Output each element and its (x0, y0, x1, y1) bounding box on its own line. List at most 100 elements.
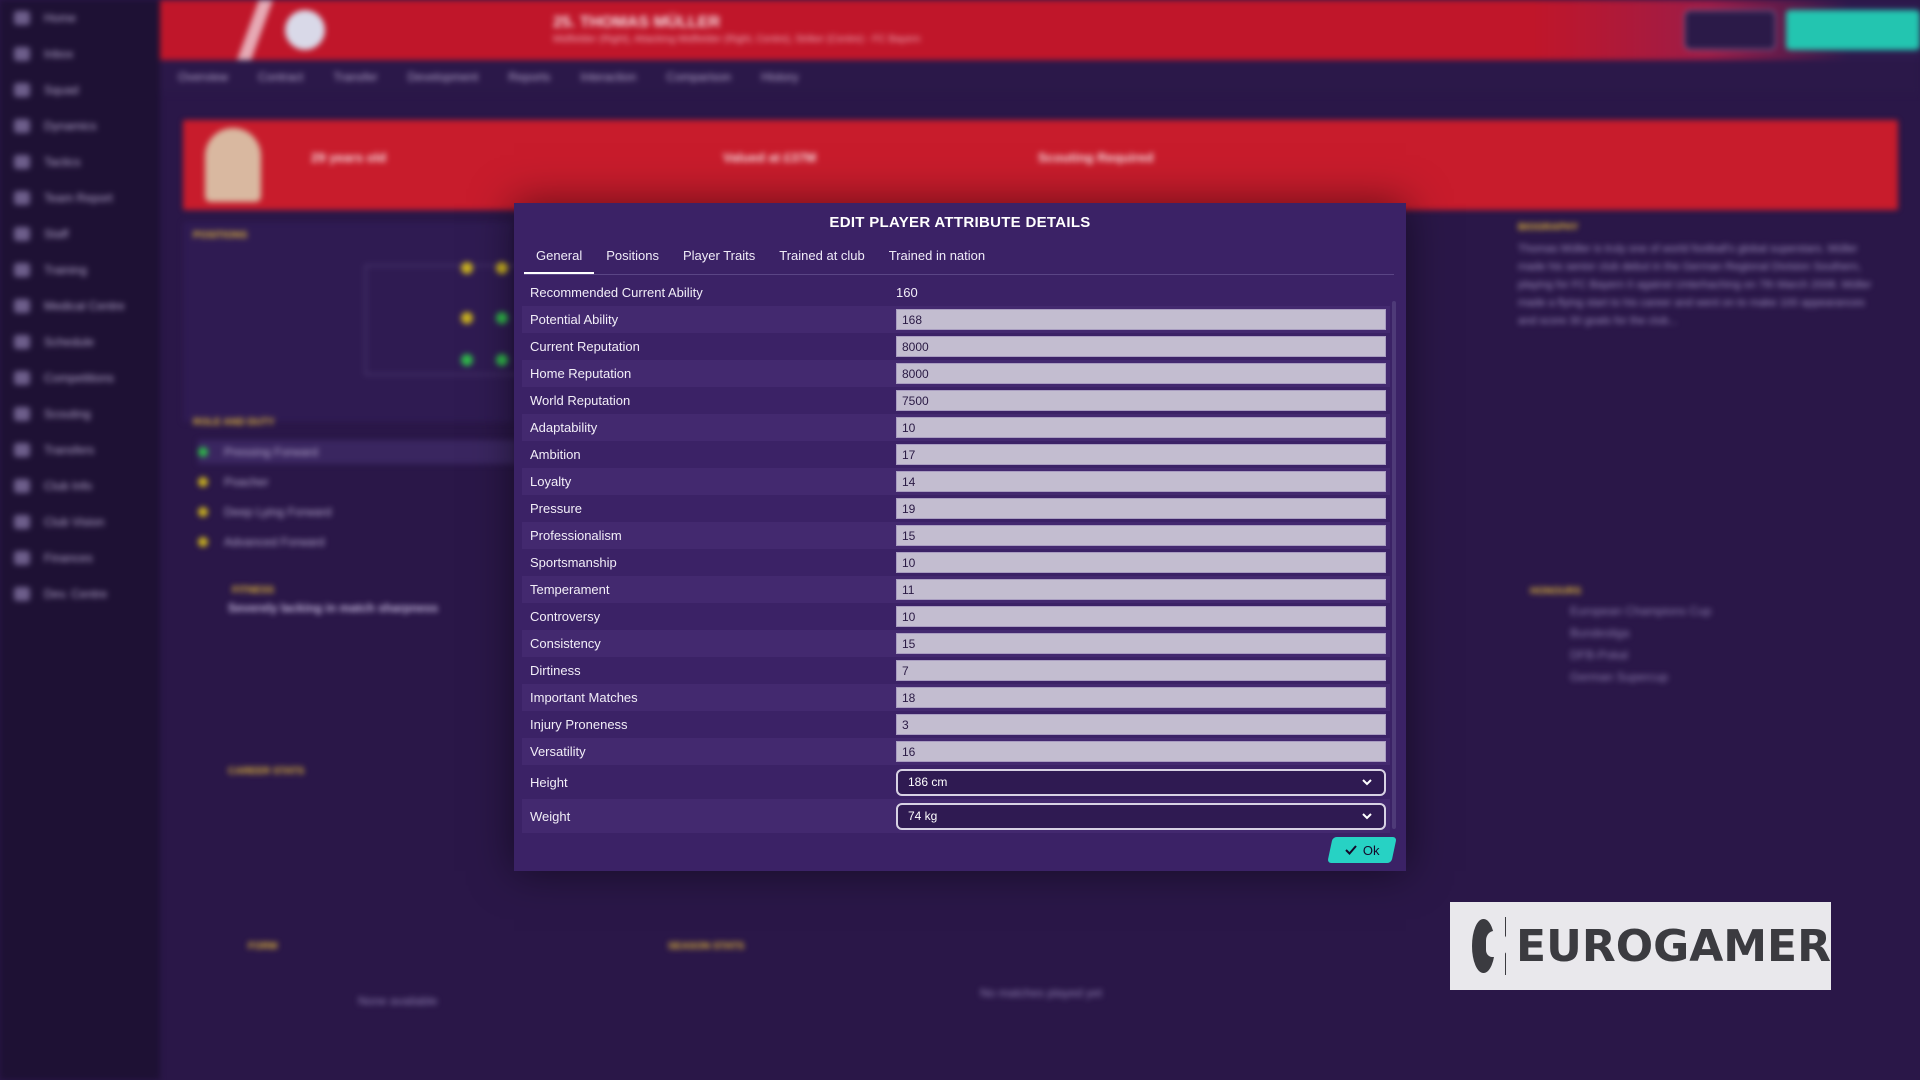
attribute-value-input[interactable] (896, 552, 1386, 573)
biography-header: BIOGRAPHY (1518, 222, 1579, 233)
sidebar-item[interactable]: Transfers (0, 432, 160, 468)
attribute-value-input[interactable] (896, 633, 1386, 654)
sidebar-item[interactable]: Dynamics (0, 108, 160, 144)
role-row[interactable]: Pressing Forward (198, 440, 516, 464)
sidebar-icon (14, 11, 30, 25)
weight-selected-value: 74 kg (908, 809, 938, 823)
tab-player-traits[interactable]: Player Traits (683, 248, 756, 263)
top-bar: 25. THOMAS MÜLLER Midfielder (Right), At… (160, 0, 1920, 60)
sidebar-item[interactable]: Finances (0, 540, 160, 576)
continue-button[interactable] (1786, 10, 1920, 50)
sidebar-icon (14, 335, 30, 349)
sidebar-item[interactable]: Dev. Centre (0, 576, 160, 612)
sidebar-item-label: Competitions (44, 371, 115, 385)
attribute-value-input[interactable] (896, 471, 1386, 492)
attribute-value-input[interactable] (896, 525, 1386, 546)
tab-positions[interactable]: Positions (606, 248, 659, 263)
sidebar-icon (14, 479, 30, 493)
sidebar-item-label: Staff (44, 227, 69, 241)
sidebar-item[interactable]: Squad (0, 72, 160, 108)
sidebar-item-label: Squad (44, 83, 79, 97)
ok-button[interactable]: Ok (1327, 837, 1397, 863)
subnav-tab[interactable]: Overview (178, 70, 229, 84)
sidebar-item[interactable]: Scouting (0, 396, 160, 432)
attribute-value-input[interactable] (896, 498, 1386, 519)
sidebar-icon (14, 587, 30, 601)
sidebar-item[interactable]: Club Info (0, 468, 160, 504)
attribute-row: Controversy (522, 603, 1390, 630)
attribute-value-input[interactable] (896, 606, 1386, 627)
attribute-label: Pressure (530, 501, 583, 516)
dialog-scrollbar[interactable] (1392, 301, 1396, 829)
career-stats-header: CAREER STATS (228, 766, 305, 777)
role-row[interactable]: Advanced Forward (198, 530, 325, 554)
role-row[interactable]: Poacher (198, 470, 269, 494)
club-badge-icon[interactable] (285, 10, 325, 50)
role-row[interactable]: Deep Lying Forward (198, 500, 332, 524)
sidebar-item[interactable]: Medical Centre (0, 288, 160, 324)
attribute-value-input[interactable] (896, 741, 1386, 762)
sidebar-icon (14, 83, 30, 97)
attribute-value-input[interactable] (896, 417, 1386, 438)
attribute-row: Home Reputation (522, 360, 1390, 387)
sidebar-item[interactable]: Competitions (0, 360, 160, 396)
attribute-value-input[interactable] (896, 336, 1386, 357)
tab-general[interactable]: General (524, 241, 595, 275)
honour-item: European Champions Cup (1570, 604, 1712, 618)
sidebar-item[interactable]: Inbox (0, 36, 160, 72)
attribute-value-input[interactable] (896, 660, 1386, 681)
attribute-label: World Reputation (530, 393, 631, 408)
attribute-value-input[interactable] (896, 444, 1386, 465)
sidebar-item-label: Transfers (44, 443, 95, 457)
attribute-row: Potential Ability (522, 306, 1390, 333)
attribute-label: Recommended Current Ability (530, 285, 703, 300)
sidebar-item[interactable]: Tactics (0, 144, 160, 180)
position-dot (461, 354, 473, 366)
height-dropdown[interactable]: 186 cm (896, 768, 1386, 796)
attribute-value-input[interactable] (896, 687, 1386, 708)
subnav-tab[interactable]: Reports (508, 70, 551, 84)
subnav-tab[interactable]: Comparison (666, 70, 732, 84)
sidebar-item[interactable]: Team Report (0, 180, 160, 216)
attribute-row: Injury Proneness (522, 711, 1390, 738)
checkmark-icon (1344, 845, 1357, 855)
season-stats-header: SEASON STATS (668, 941, 745, 952)
tab-trained-at-club[interactable]: Trained at club (779, 248, 865, 263)
sidebar-item[interactable]: Club Vision (0, 504, 160, 540)
attribute-value-input[interactable] (896, 309, 1386, 330)
recommended-ability-row: Recommended Current Ability 160 (522, 279, 1390, 306)
sidebar: Home Inbox Squad Dynamics Tactics Team Report… (0, 0, 160, 1080)
attribute-value-input[interactable] (896, 579, 1386, 600)
position-dot (461, 262, 473, 274)
date-box[interactable] (1684, 10, 1776, 50)
sidebar-item[interactable]: Schedule (0, 324, 160, 360)
sidebar-item[interactable]: Staff (0, 216, 160, 252)
tab-trained-in-nation[interactable]: Trained in nation (888, 248, 986, 263)
attribute-row: Ambition (522, 441, 1390, 468)
attribute-label: Weight (530, 808, 571, 824)
height-selected-value: 186 cm (908, 775, 948, 789)
attribute-list: Recommended Current Ability 160 Potentia… (522, 279, 1390, 833)
attribute-label: Adaptability (530, 420, 598, 435)
weight-dropdown[interactable]: 74 kg (896, 802, 1386, 830)
attribute-value-input[interactable] (896, 390, 1386, 411)
player-portrait (205, 128, 261, 202)
subnav-tab[interactable]: Transfer (333, 70, 378, 84)
attribute-value-input[interactable] (896, 363, 1386, 384)
subnav-tab[interactable]: Development (407, 70, 479, 84)
subnav-tab[interactable]: Contract (258, 70, 304, 84)
dialog-tabs: General Positions Player Traits Trained … (524, 241, 997, 275)
subnav-tab[interactable]: History (761, 70, 799, 84)
sidebar-item[interactable]: Home (0, 0, 160, 36)
attribute-label: Loyalty (530, 474, 572, 489)
roles-header: ROLE AND DUTY (193, 417, 275, 428)
attribute-label: Temperament (530, 582, 610, 597)
attribute-value-input[interactable] (896, 714, 1386, 735)
position-dot (496, 354, 508, 366)
subnav-tab[interactable]: Interaction (580, 70, 637, 84)
height-row: Height 186 cm (522, 765, 1390, 799)
attribute-label: Injury Proneness (530, 717, 628, 732)
sidebar-icon (14, 263, 30, 277)
fitness-title: FITNESS (232, 585, 275, 596)
sidebar-item[interactable]: Training (0, 252, 160, 288)
